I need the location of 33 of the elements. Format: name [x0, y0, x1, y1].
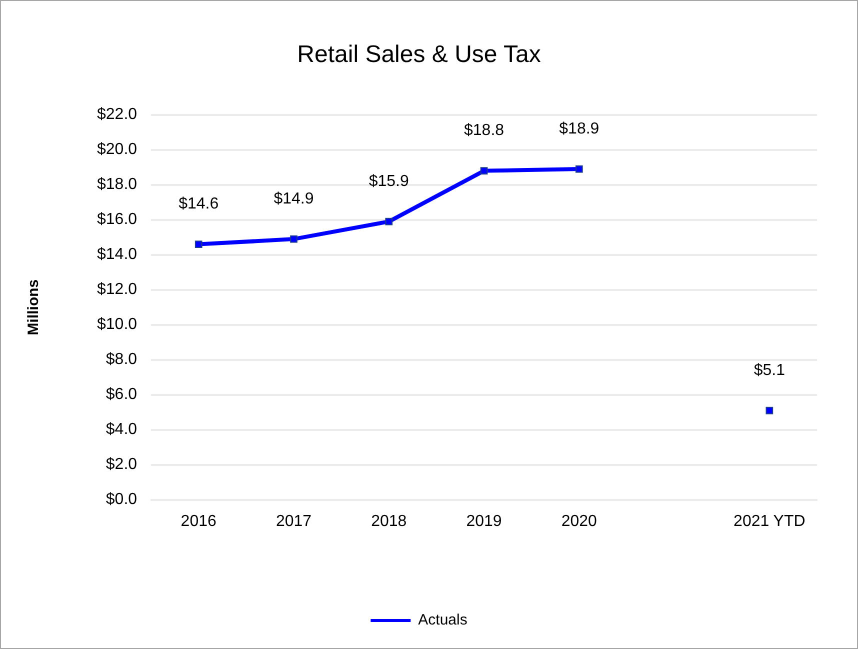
- point: [194, 240, 202, 248]
- x-tick-label: 2021 YTD: [734, 512, 806, 530]
- y-tick-label: $18.0: [96, 176, 138, 194]
- y-axis-title: Millions: [25, 279, 42, 336]
- x-tick-label: 2018: [371, 512, 407, 530]
- data-label: $14.9: [274, 190, 314, 208]
- y-tick-label: $20.0: [96, 141, 138, 158]
- y-tick-label: $0.0: [106, 491, 138, 508]
- x-tick-label: 2020: [561, 512, 598, 530]
- point: [480, 167, 488, 174]
- data-label: $5.1: [754, 362, 786, 379]
- y-tick-label: $4.0: [106, 421, 138, 438]
- x-tick-label: 2017: [276, 512, 312, 530]
- x-tick-label: 2016: [180, 512, 217, 530]
- x-tick-label: 2019: [466, 512, 502, 530]
- point: [766, 406, 774, 414]
- data-label: $18.9: [559, 120, 600, 138]
- data-label: $15.9: [368, 172, 409, 190]
- legend-label: Actuals: [418, 612, 468, 629]
- data-label: $18.8: [464, 122, 504, 140]
- y-tick-label: $14.0: [96, 246, 138, 264]
- y-tick-label: $22.0: [96, 106, 138, 124]
- point: [290, 235, 298, 243]
- y-tick-label: $2.0: [106, 456, 138, 474]
- data-label: $14.6: [178, 196, 219, 213]
- y-tick-label: $16.0: [96, 211, 138, 228]
- y-tick-label: $8.0: [106, 351, 138, 368]
- y-tick-label: $10.0: [96, 316, 138, 334]
- point: [385, 218, 393, 226]
- y-tick-label: $12.0: [96, 281, 138, 298]
- y-tick-label: $6.0: [106, 386, 138, 404]
- point: [575, 165, 583, 173]
- chart-title: Retail Sales & Use Tax: [297, 41, 541, 68]
